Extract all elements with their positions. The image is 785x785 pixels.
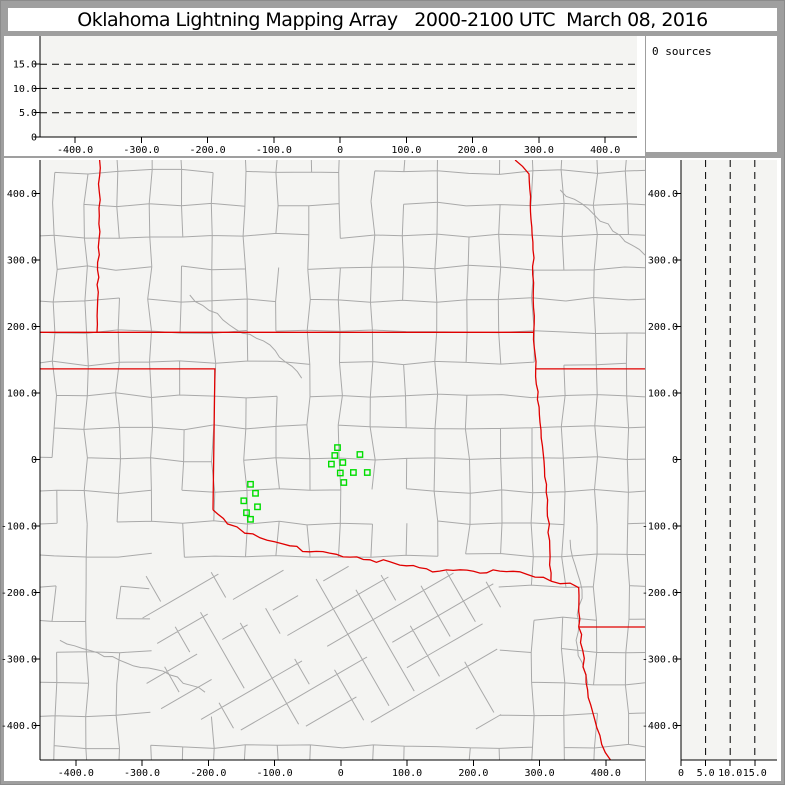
altitude-vs-ns-distance-plot[interactable]: 0 5.0 10.0 15.0 400.0 300.0 200.0 100.0 0 -100.0 -… — [642, 158, 781, 781]
svg-text:400.0: 400.0 — [590, 145, 620, 156]
svg-text:-200.0: -200.0 — [642, 588, 678, 599]
svg-text:-300.0: -300.0 — [642, 654, 678, 665]
svg-text:300.0: 300.0 — [7, 255, 37, 266]
svg-text:300.0: 300.0 — [525, 768, 555, 779]
svg-text:0: 0 — [31, 133, 37, 144]
svg-text:0: 0 — [31, 455, 37, 466]
svg-text:-300.0: -300.0 — [124, 768, 160, 779]
svg-text:10.0: 10.0 — [718, 768, 742, 779]
plan-view-map-plot[interactable]: -400.0 -300.0 -200.0 -100.0 0 100.0 200.0 300.0… — [1, 158, 645, 781]
svg-text:-100.0: -100.0 — [257, 768, 293, 779]
svg-text:-300.0: -300.0 — [123, 145, 159, 156]
svg-text:-200.0: -200.0 — [1, 588, 37, 599]
svg-text:200.0: 200.0 — [7, 322, 37, 333]
svg-text:100.0: 100.0 — [391, 145, 421, 156]
svg-text:-400.0: -400.0 — [1, 721, 37, 732]
svg-text:0: 0 — [672, 455, 678, 466]
svg-text:200.0: 200.0 — [458, 145, 488, 156]
plot-title: Oklahoma Lightning Mapping Array 2000-21… — [77, 8, 708, 31]
svg-text:-200.0: -200.0 — [190, 145, 226, 156]
svg-text:0: 0 — [338, 768, 344, 779]
svg-text:100.0: 100.0 — [392, 768, 422, 779]
svg-text:-100.0: -100.0 — [642, 521, 678, 532]
svg-text:-100.0: -100.0 — [256, 145, 292, 156]
svg-text:5.0: 5.0 — [19, 108, 37, 119]
svg-text:100.0: 100.0 — [648, 388, 678, 399]
svg-text:0: 0 — [678, 768, 684, 779]
svg-text:10.0: 10.0 — [13, 84, 37, 95]
svg-text:-300.0: -300.0 — [1, 654, 37, 665]
svg-text:-100.0: -100.0 — [1, 521, 37, 532]
svg-text:-400.0: -400.0 — [58, 768, 94, 779]
svg-text:100.0: 100.0 — [7, 388, 37, 399]
svg-text:200.0: 200.0 — [458, 768, 488, 779]
svg-text:400.0: 400.0 — [591, 768, 621, 779]
altitude-histogram-panel: -400.0 -300.0 -200.0 -100.0 0 100.0 200.0 300.0… — [4, 36, 645, 156]
plan-view-map-panel: -400.0 -300.0 -200.0 -100.0 0 100.0 200.0 300.0… — [1, 158, 645, 781]
svg-text:400.0: 400.0 — [7, 189, 37, 200]
svg-text:400.0: 400.0 — [648, 189, 678, 200]
svg-text:300.0: 300.0 — [648, 255, 678, 266]
svg-text:15.0: 15.0 — [13, 60, 37, 71]
svg-text:0: 0 — [337, 145, 343, 156]
altitude-profile-panel: 0 5.0 10.0 15.0 400.0 300.0 200.0 100.0 0 -100.0 -… — [642, 158, 781, 781]
svg-text:15.0: 15.0 — [743, 768, 767, 779]
title-bar: Oklahoma Lightning Mapping Array 2000-21… — [8, 8, 777, 31]
svg-text:-200.0: -200.0 — [190, 768, 226, 779]
svg-text:5.0: 5.0 — [697, 768, 715, 779]
altitude-vs-ew-distance-plot[interactable]: -400.0 -300.0 -200.0 -100.0 0 100.0 200.0 300.0… — [4, 36, 645, 156]
svg-text:-400.0: -400.0 — [57, 145, 93, 156]
svg-text:-400.0: -400.0 — [642, 721, 678, 732]
svg-text:200.0: 200.0 — [648, 322, 678, 333]
svg-text:300.0: 300.0 — [524, 145, 554, 156]
sources-counter-panel: 0 sources — [646, 36, 777, 152]
sources-count-label: 0 sources — [652, 45, 712, 58]
